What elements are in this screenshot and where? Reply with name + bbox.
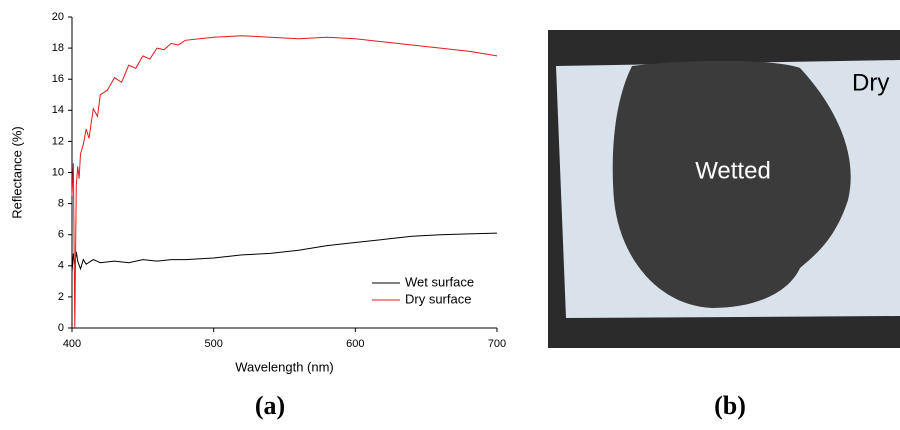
y-tick-label: 10 bbox=[52, 166, 64, 178]
y-tick-label: 12 bbox=[52, 135, 64, 147]
x-tick-label: 600 bbox=[346, 338, 364, 350]
line-series bbox=[71, 35, 498, 329]
legend-label: Dry surface bbox=[405, 291, 471, 306]
y-tick-label: 16 bbox=[52, 73, 64, 85]
y-tick-label: 14 bbox=[52, 104, 64, 116]
line-series bbox=[71, 232, 498, 273]
y-tick-label: 0 bbox=[58, 322, 64, 334]
x-axis-label: Wavelength (nm) bbox=[235, 359, 334, 374]
dry-label: Dry bbox=[852, 69, 889, 96]
wetted-label: Wetted bbox=[695, 157, 771, 184]
y-tick-label: 4 bbox=[58, 260, 64, 272]
y-tick-label: 2 bbox=[58, 291, 64, 303]
y-tick-label: 20 bbox=[52, 11, 64, 23]
x-tick-label: 400 bbox=[63, 338, 81, 350]
photo: Wetted Dry bbox=[548, 30, 900, 348]
y-tick-label: 18 bbox=[52, 42, 64, 54]
y-axis-label: Reflectance (%) bbox=[9, 126, 24, 218]
y-tick-label: 8 bbox=[58, 198, 64, 210]
x-tick-label: 500 bbox=[204, 338, 222, 350]
wetted-region bbox=[612, 60, 851, 309]
y-tick-label: 6 bbox=[58, 229, 64, 241]
caption-a: (a) bbox=[255, 391, 285, 420]
legend-label: Wet surface bbox=[405, 274, 474, 289]
x-tick-label: 700 bbox=[488, 338, 506, 350]
caption-b: (b) bbox=[714, 391, 746, 420]
